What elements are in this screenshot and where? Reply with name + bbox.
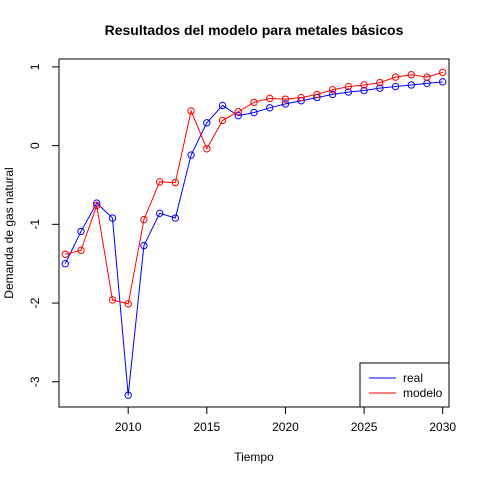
chart-title: Resultados del modelo para metales básic… xyxy=(105,22,404,38)
point-real-2026 xyxy=(376,84,384,92)
point-modelo-2013 xyxy=(171,178,180,187)
point-modelo-2009 xyxy=(108,296,117,304)
point-modelo-2011 xyxy=(140,215,148,224)
point-modelo-2027 xyxy=(391,73,400,81)
point-modelo-2022 xyxy=(313,90,321,99)
point-real-2023 xyxy=(328,90,337,99)
point-real-2006 xyxy=(61,260,69,268)
point-real-2010 xyxy=(124,391,132,399)
point-modelo-2007 xyxy=(77,246,85,255)
point-modelo-2023 xyxy=(328,86,337,94)
point-real-2016 xyxy=(218,101,227,110)
point-modelo-2016 xyxy=(218,116,227,125)
point-real-2019 xyxy=(266,104,274,112)
point-real-2014 xyxy=(187,151,195,159)
point-modelo-2030 xyxy=(439,68,447,77)
point-real-2020 xyxy=(281,100,290,108)
point-real-2025 xyxy=(360,86,368,95)
series-layer xyxy=(61,68,447,399)
y-tick-label--3: -3 xyxy=(28,376,42,387)
point-modelo-2015 xyxy=(203,145,211,153)
point-real-2007 xyxy=(77,227,85,236)
x-tick-label-2025: 2025 xyxy=(351,420,378,434)
point-modelo-2012 xyxy=(155,178,164,186)
x-tick-label-2020: 2020 xyxy=(272,420,299,434)
legend: real modelo xyxy=(359,362,450,408)
point-modelo-2028 xyxy=(407,71,415,79)
point-real-2017 xyxy=(234,111,242,120)
point-real-2012 xyxy=(155,209,164,218)
legend-label-modelo: modelo xyxy=(403,386,443,400)
point-modelo-2021 xyxy=(297,93,305,102)
y-tick-label-0: 0 xyxy=(28,142,42,149)
y-axis-label: Demanda de gas natural xyxy=(2,167,16,298)
series-line-modelo xyxy=(65,71,443,305)
point-modelo-2019 xyxy=(266,94,274,103)
point-real-2018 xyxy=(250,108,258,117)
point-modelo-2006 xyxy=(61,250,69,258)
point-real-2030 xyxy=(439,78,447,86)
point-modelo-2025 xyxy=(360,81,368,89)
point-modelo-2017 xyxy=(234,108,242,116)
point-real-2024 xyxy=(344,88,353,96)
point-modelo-2026 xyxy=(376,78,384,87)
point-modelo-2010 xyxy=(124,300,132,308)
point-modelo-2024 xyxy=(344,82,353,91)
x-tick-label-2010: 2010 xyxy=(115,420,142,434)
point-modelo-2014 xyxy=(187,107,195,115)
y-tick-label-1: 1 xyxy=(28,63,42,70)
point-real-2015 xyxy=(203,119,211,127)
point-real-2013 xyxy=(171,214,180,222)
legend-label-real: real xyxy=(403,371,423,385)
point-modelo-2020 xyxy=(281,95,290,103)
x-axis-label: Tiempo xyxy=(234,450,274,464)
series-line-real xyxy=(64,81,443,396)
point-real-2028 xyxy=(407,81,415,89)
x-tick-label-2030: 2030 xyxy=(429,420,456,434)
plot-frame xyxy=(58,58,450,408)
y-axis: 1 0 -1 -2 -3 xyxy=(28,63,60,387)
point-real-2027 xyxy=(391,82,400,91)
y-tick-label--2: -2 xyxy=(28,297,42,308)
y-tick-label--1: -1 xyxy=(28,219,42,230)
point-real-2009 xyxy=(108,214,117,222)
point-modelo-2029 xyxy=(423,73,431,81)
x-tick-label-2015: 2015 xyxy=(193,420,220,434)
point-real-2011 xyxy=(140,241,148,250)
point-modelo-2018 xyxy=(250,98,258,107)
legend-box xyxy=(359,362,450,408)
point-modelo-2008 xyxy=(93,201,101,210)
x-axis: 2010 2015 2020 2025 2030 xyxy=(115,406,456,434)
